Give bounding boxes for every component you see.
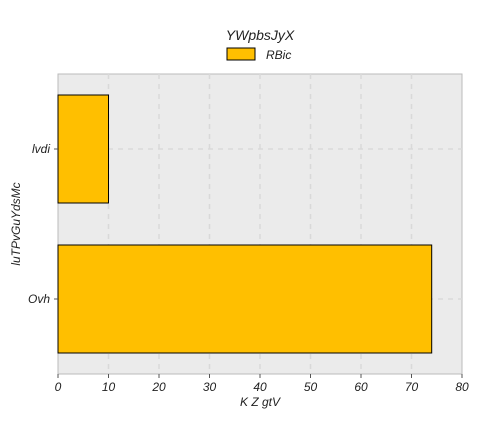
chart-title: YWpbsJyX — [226, 27, 295, 43]
bar-lvdi — [57, 94, 109, 204]
y-tick-label: lvdi — [32, 142, 50, 156]
legend-swatch — [226, 47, 256, 61]
y-axis-label: luTPvGuYdsMc — [9, 182, 23, 265]
x-axis-label: K Z gtV — [240, 395, 281, 409]
x-tick-label: 30 — [203, 380, 217, 394]
y-tick-label: Ovh — [28, 292, 50, 306]
bar-Ovh — [57, 244, 433, 354]
x-tick-label: 20 — [151, 380, 166, 394]
x-tick-label: 70 — [405, 380, 419, 394]
bars — [57, 94, 433, 354]
legend-label: RBic — [266, 48, 291, 62]
x-tick-label: 60 — [354, 380, 368, 394]
x-axis-ticks: 0 10 20 30 40 50 60 70 80 — [55, 374, 469, 394]
x-tick-label: 10 — [102, 380, 116, 394]
legend: RBic — [226, 47, 291, 62]
x-tick-label: 0 — [55, 380, 62, 394]
x-tick-label: 50 — [304, 380, 318, 394]
x-tick-label: 80 — [455, 380, 469, 394]
x-tick-label: 40 — [253, 380, 267, 394]
y-axis-ticks: lvdi Ovh — [28, 142, 58, 306]
